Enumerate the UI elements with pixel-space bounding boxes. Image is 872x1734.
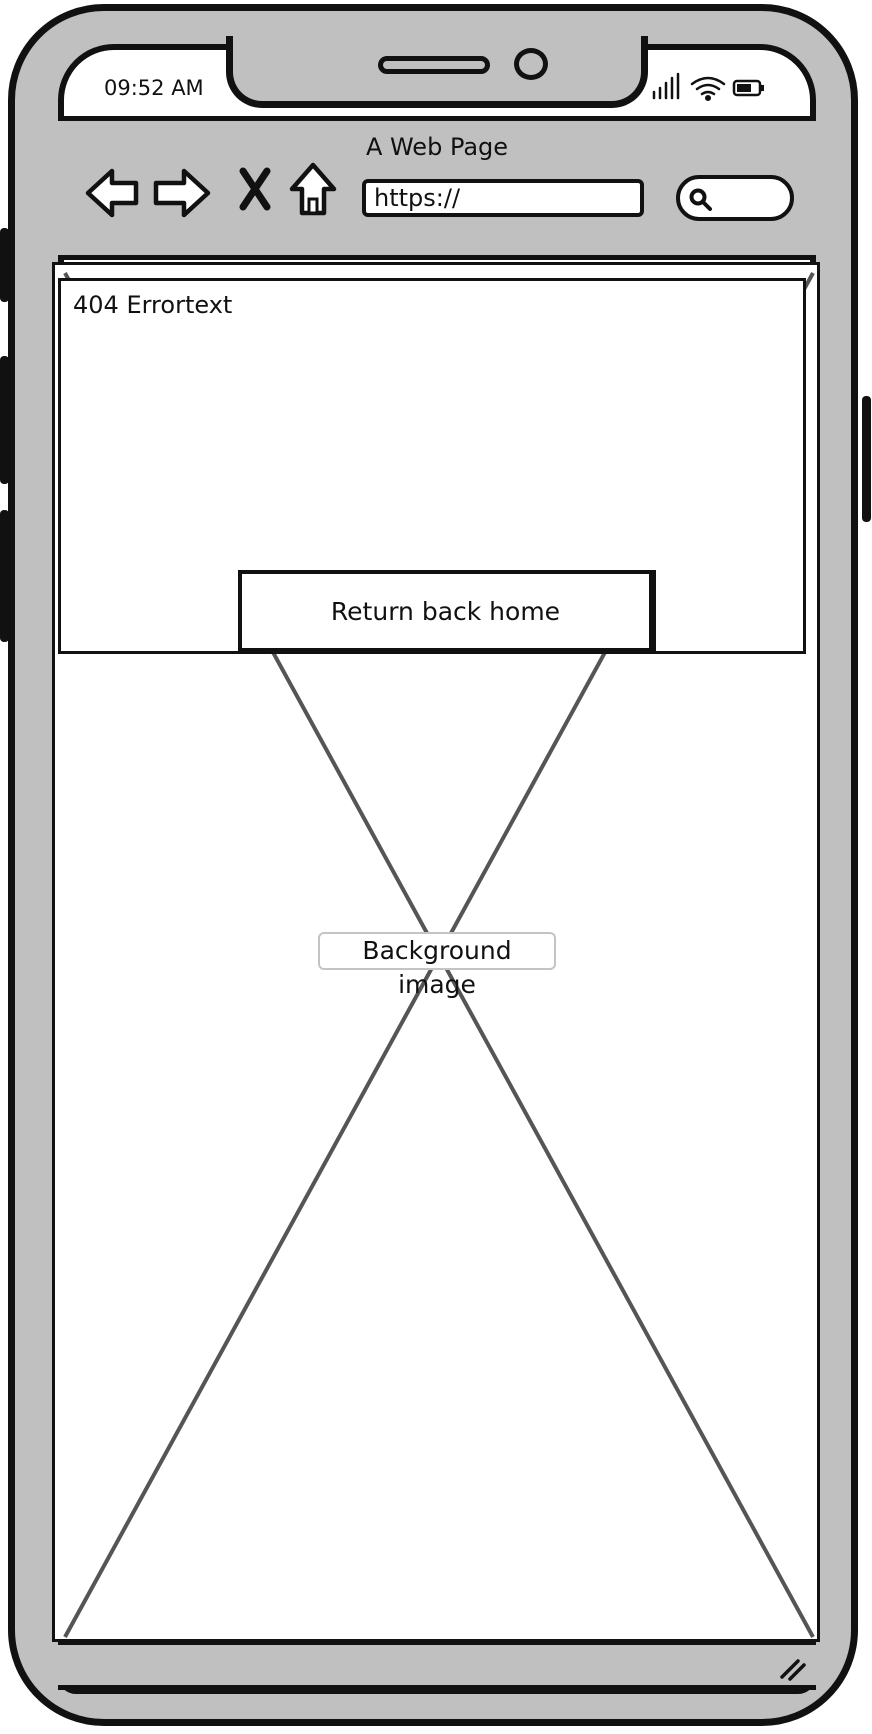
browser-bottom-bar [58,1640,816,1690]
battery-icon [732,79,764,97]
wifi-icon [690,76,726,102]
back-arrow-icon[interactable] [84,165,142,225]
front-camera-icon [514,48,548,80]
speaker-grille [378,56,490,74]
side-button-left-2 [0,356,9,484]
side-button-right [862,396,871,522]
status-icons [650,72,768,102]
resize-handle-icon[interactable] [776,1653,806,1681]
side-button-left-1 [0,228,9,302]
status-time: 09:52 AM [104,76,204,100]
background-image-label: Background image [318,932,556,999]
home-icon[interactable] [288,161,338,223]
browser-toolbar: A Web Page [58,116,816,260]
return-home-button[interactable]: Return back home [238,570,656,654]
error-text: 404 Errortext [73,291,233,319]
url-input[interactable] [362,179,644,217]
signal-icon [652,72,680,100]
side-button-left-3 [0,510,9,642]
stop-icon[interactable] [238,167,272,215]
search-icon [689,188,712,211]
search-field[interactable] [676,175,794,221]
page-title: A Web Page [365,133,509,161]
forward-arrow-icon[interactable] [150,165,212,225]
